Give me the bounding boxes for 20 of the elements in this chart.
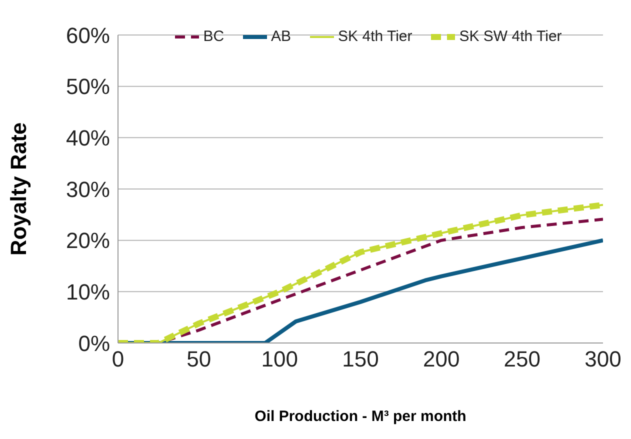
x-tick-label: 300: [584, 346, 622, 372]
legend-label: SK 4th Tier: [338, 28, 412, 45]
y-tick-label: 50%: [66, 74, 110, 100]
y-tick-label: 20%: [66, 228, 110, 254]
x-tick-label: 150: [342, 346, 379, 372]
legend-label: AB: [271, 28, 292, 45]
y-axis-title: Royalty Rate: [6, 122, 31, 256]
x-tick-label: 0: [112, 346, 124, 372]
x-tick-label: 100: [261, 346, 298, 372]
y-tick-label: 10%: [66, 279, 110, 304]
y-tick-label: 0%: [78, 330, 110, 356]
y-tick-label: 30%: [66, 176, 110, 202]
x-tick-label: 200: [422, 346, 460, 372]
x-tick-label: 50: [186, 346, 212, 372]
y-tick-label: 40%: [66, 125, 110, 150]
y-tick-label: 60%: [66, 22, 110, 48]
legend-label: SK SW 4th Tier: [459, 28, 562, 45]
x-tick-label: 250: [504, 346, 541, 372]
legend-label: BC: [203, 28, 224, 45]
x-axis-title: Oil Production - M³ per month: [254, 408, 466, 425]
